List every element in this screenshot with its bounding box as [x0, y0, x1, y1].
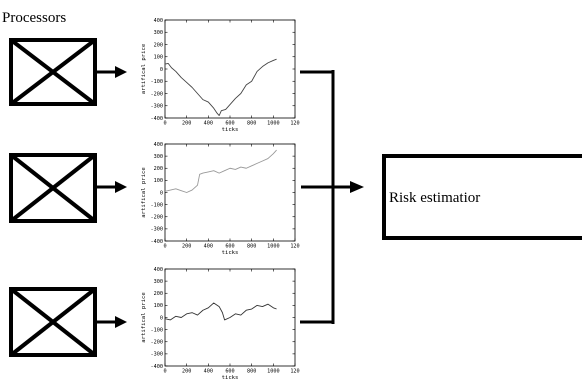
arrow-to-risk-estimator — [350, 181, 364, 193]
x-tick-label: 200 — [182, 121, 191, 127]
y-tick-label: 200 — [154, 42, 163, 48]
y-tick-label: 100 — [154, 303, 163, 309]
processor-box-2 — [9, 153, 97, 223]
x-tick-label: 600 — [225, 121, 234, 127]
x-axis-label: ticks — [222, 375, 239, 381]
x-tick-label: 400 — [204, 121, 213, 127]
y-tick-label: -100 — [151, 79, 164, 85]
arrow-processor-1 — [96, 66, 127, 78]
x-tick-label: 800 — [247, 121, 256, 127]
y-axis-label: artifical price — [141, 43, 147, 94]
y-tick-label: 200 — [154, 291, 163, 297]
y-tick-label: 300 — [154, 154, 163, 160]
y-tick-label: -400 — [151, 239, 164, 245]
x-tick-label: 0 — [163, 244, 166, 250]
y-tick-label: 300 — [154, 279, 163, 285]
chart-processor-3: -400 -300 -200 -100 0 100 200 300 400 0 200 400 600 8… — [141, 267, 300, 381]
plot-frame — [164, 19, 296, 119]
y-tick-label: -100 — [151, 202, 164, 208]
x-tick-label: 120 — [290, 244, 299, 250]
y-tick-label: -200 — [151, 91, 164, 97]
y-tick-label: 400 — [154, 18, 163, 24]
series-line — [164, 302, 277, 321]
chart-processor-1: -400 -300 -200 -100 0 100 200 300 400 0 200 400 600 8… — [141, 18, 300, 133]
x-tick-label: 1000 — [267, 121, 280, 127]
x-tick-label: 600 — [225, 369, 234, 375]
x-tick-label: 1000 — [267, 369, 280, 375]
risk-estimator-label: Risk estimatior — [389, 190, 480, 206]
x-axis-label: ticks — [222, 250, 239, 256]
x-tick-label: 200 — [182, 369, 191, 375]
x-tick-label: 800 — [247, 244, 256, 250]
x-tick-label: 600 — [225, 244, 234, 250]
y-tick-label: 200 — [154, 166, 163, 172]
y-tick-label: 0 — [160, 67, 163, 73]
y-tick-label: 100 — [154, 55, 163, 61]
y-tick-label: -400 — [151, 364, 164, 370]
x-tick-label: 800 — [247, 369, 256, 375]
plot-frame — [164, 143, 296, 242]
x-tick-label: 0 — [163, 369, 166, 375]
y-tick-label: -300 — [151, 227, 164, 233]
y-tick-label: 300 — [154, 30, 163, 36]
y-tick-label: -200 — [151, 340, 164, 346]
x-tick-label: 400 — [204, 369, 213, 375]
series-line — [164, 58, 277, 117]
y-tick-label: -200 — [151, 215, 164, 221]
processor-box-1 — [9, 38, 97, 106]
x-tick-label: 200 — [182, 244, 191, 250]
x-tick-label: 400 — [204, 244, 213, 250]
arrow-processor-2 — [96, 181, 127, 193]
x-tick-label: 0 — [163, 121, 166, 127]
series-line — [164, 149, 277, 193]
y-tick-label: -300 — [151, 104, 164, 110]
collector-connector — [300, 70, 352, 324]
y-tick-label: 400 — [154, 142, 163, 148]
y-axis-label: artifical price — [141, 167, 147, 218]
x-tick-label: 120 — [290, 121, 299, 127]
y-axis-label: artifical price — [141, 292, 147, 343]
y-tick-label: -100 — [151, 327, 164, 333]
chart-processor-2: -400 -300 -200 -100 0 100 200 300 400 0 200 400 600 8… — [141, 142, 300, 256]
y-tick-label: 0 — [160, 315, 163, 321]
y-tick-label: 100 — [154, 178, 163, 184]
risk-estimator-box — [382, 154, 582, 240]
y-tick-label: 400 — [154, 267, 163, 273]
x-tick-label: 1000 — [267, 244, 280, 250]
arrow-processor-3 — [96, 316, 127, 328]
processors-title: Processors — [2, 10, 66, 26]
y-tick-label: -300 — [151, 352, 164, 358]
y-tick-label: -400 — [151, 116, 164, 122]
x-axis-label: ticks — [222, 127, 239, 133]
x-tick-label: 120 — [290, 369, 299, 375]
processor-box-3 — [9, 287, 97, 357]
y-tick-label: 0 — [160, 190, 163, 196]
